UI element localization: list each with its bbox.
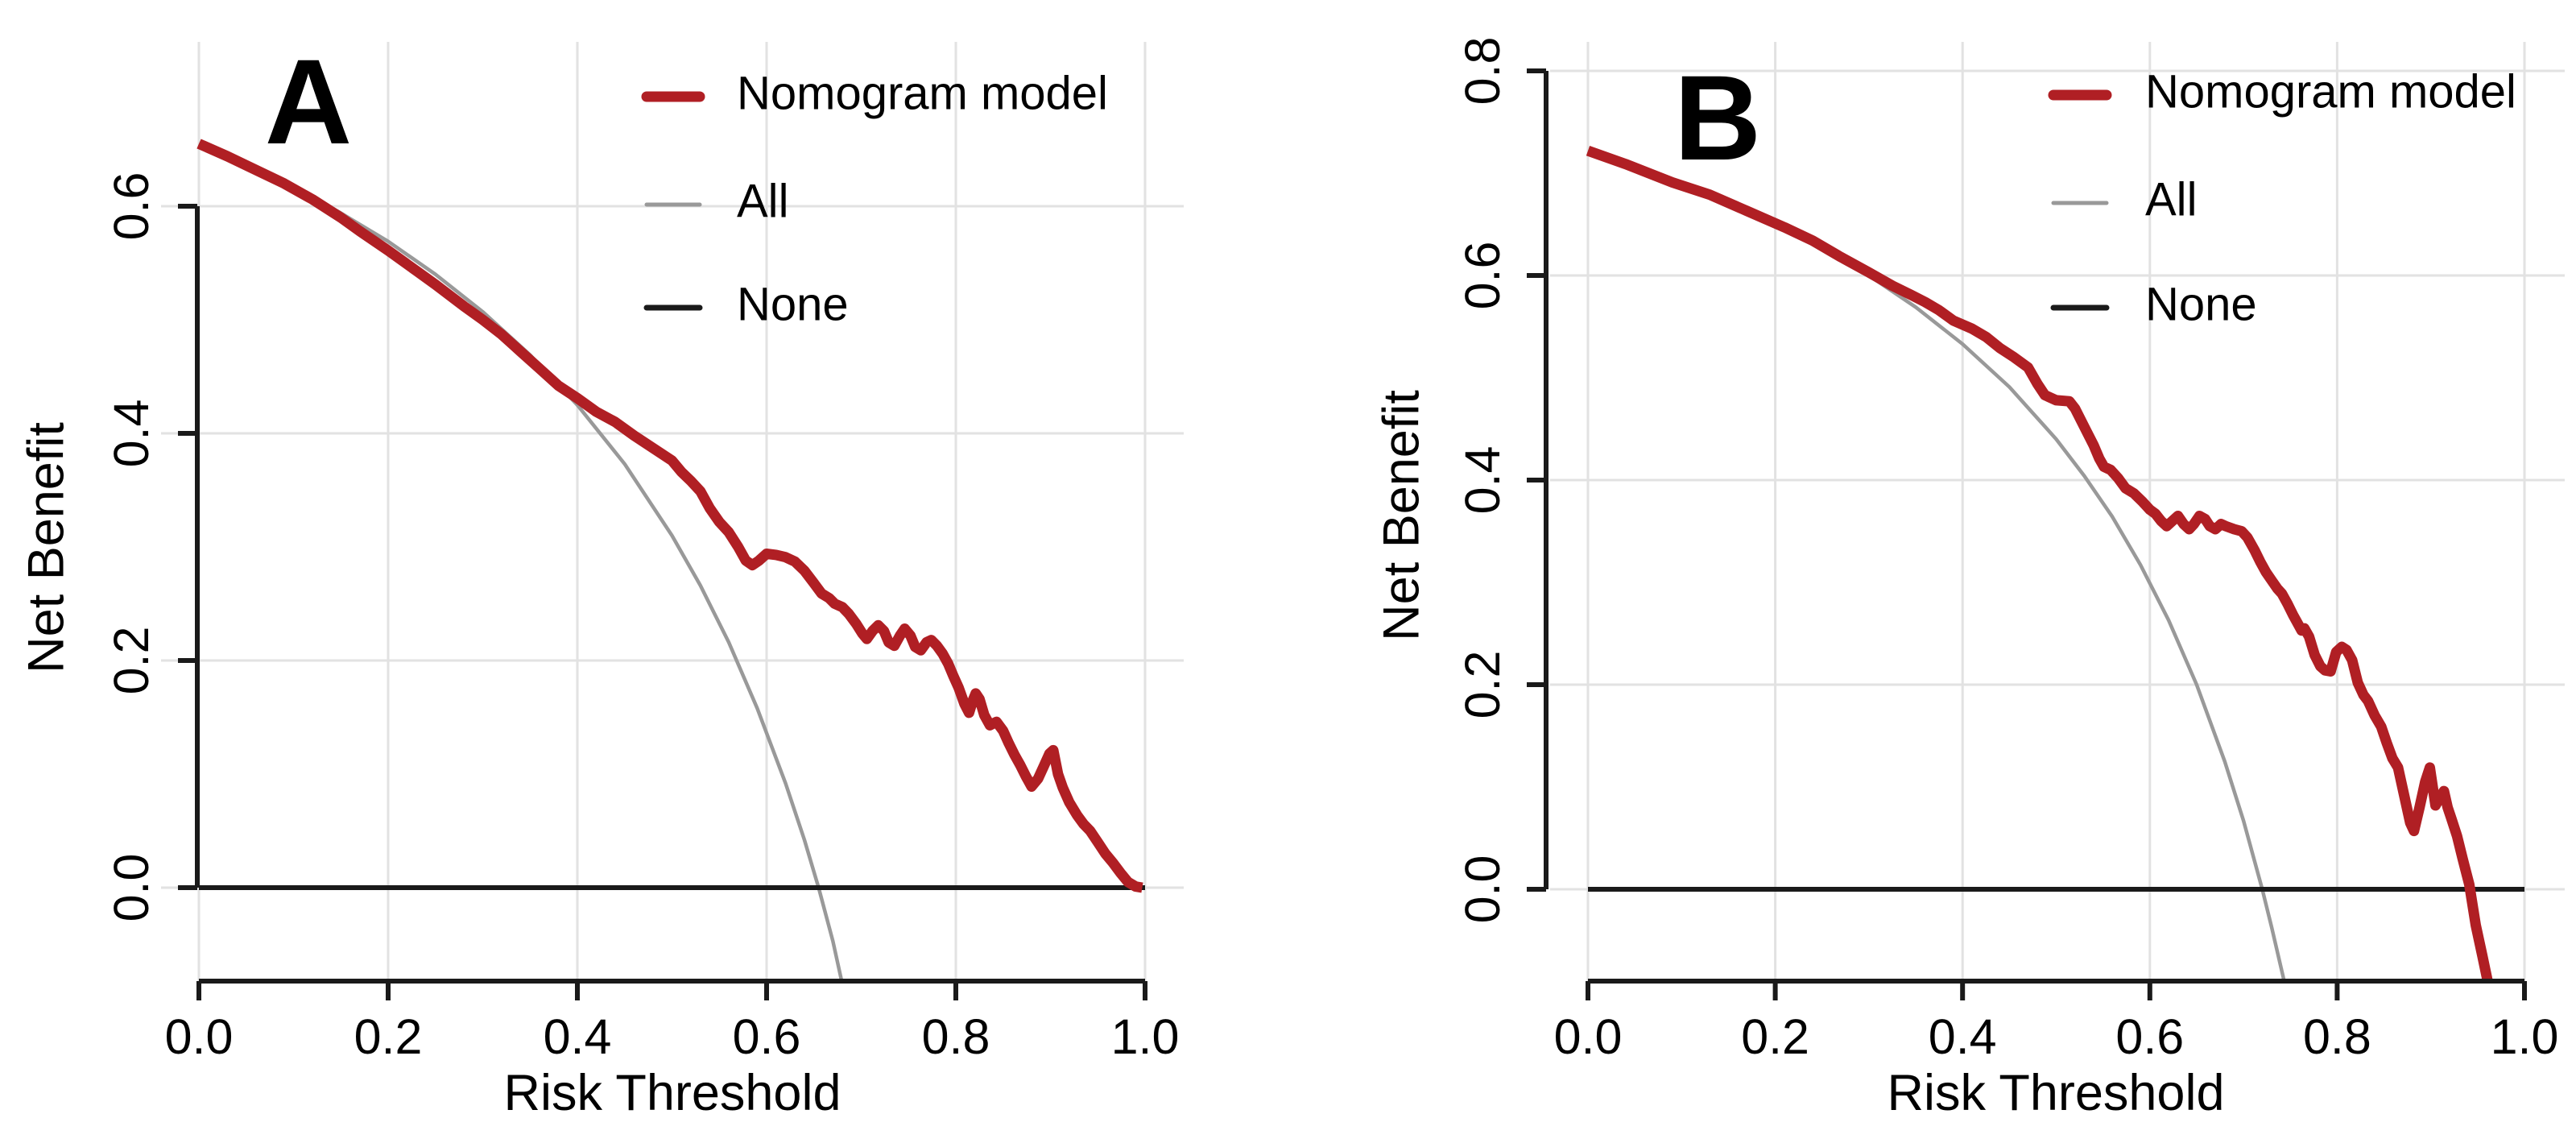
y-axis-title: Net Benefit: [19, 422, 75, 673]
legend: Nomogram model All None: [2048, 65, 2516, 330]
legend-label-none: None: [2145, 278, 2257, 330]
legend-label-nomogram-model: Nomogram model: [2145, 65, 2516, 118]
x-tick-label: 0.4: [1929, 1009, 1997, 1064]
legend-label-nomogram-model: Nomogram model: [737, 67, 1108, 119]
x-tick-label: 1.0: [2491, 1009, 2559, 1064]
legend: Nomogram model All None: [641, 67, 1108, 330]
y-axis-title: Net Benefit: [1374, 390, 1430, 641]
x-tick-label: 0.2: [354, 1009, 423, 1064]
y-tick-label: 0.2: [1455, 651, 1510, 719]
x-axis-title: Risk Threshold: [503, 1065, 841, 1121]
series-group: [1586, 145, 2524, 981]
x-tick-label: 0.6: [733, 1009, 801, 1064]
y-tick-label: 0.4: [104, 400, 159, 468]
y-tick-label: 0.0: [104, 854, 159, 922]
legend-label-all: All: [737, 175, 788, 227]
series-line-nomogram-model: [1586, 145, 2493, 981]
panel-letter: B: [1674, 50, 1761, 185]
x-tick-label: 0.6: [2115, 1009, 2184, 1064]
x-tick-label: 0.0: [1554, 1009, 1623, 1064]
y-tick-label: 0.2: [104, 627, 159, 695]
legend-label-all: All: [2145, 173, 2197, 226]
x-axis-title: Risk Threshold: [1887, 1065, 2224, 1121]
panel-letter: A: [265, 34, 352, 169]
series-line-all: [198, 142, 844, 981]
x-tick-label: 0.4: [544, 1009, 612, 1064]
series-line-nomogram-model: [196, 139, 1143, 893]
legend-label-none: None: [737, 278, 849, 330]
gridlines: [161, 42, 1184, 981]
x-tick-label: 0.8: [2303, 1009, 2371, 1064]
panel-b: 0.0 0.2 0.4 0.6 0.8 1.0 0.0 0.2 0.4 0.6 0.8 Risk Th…: [1374, 37, 2565, 1121]
y-tick-label: 0.4: [1455, 446, 1510, 515]
y-tick-label: 0.0: [1455, 855, 1510, 924]
axes: [178, 204, 1147, 1000]
x-tick-label: 0.2: [1741, 1009, 1809, 1064]
x-tick-label: 0.8: [922, 1009, 990, 1064]
y-tick-label: 0.8: [1455, 37, 1510, 106]
y-tick-label: 0.6: [104, 172, 159, 241]
x-tick-label: 0.0: [165, 1009, 234, 1064]
y-tick-label: 0.6: [1455, 242, 1510, 310]
axes: [1527, 68, 2527, 1000]
x-tick-label: 1.0: [1111, 1009, 1180, 1064]
series-group: [196, 139, 1145, 981]
